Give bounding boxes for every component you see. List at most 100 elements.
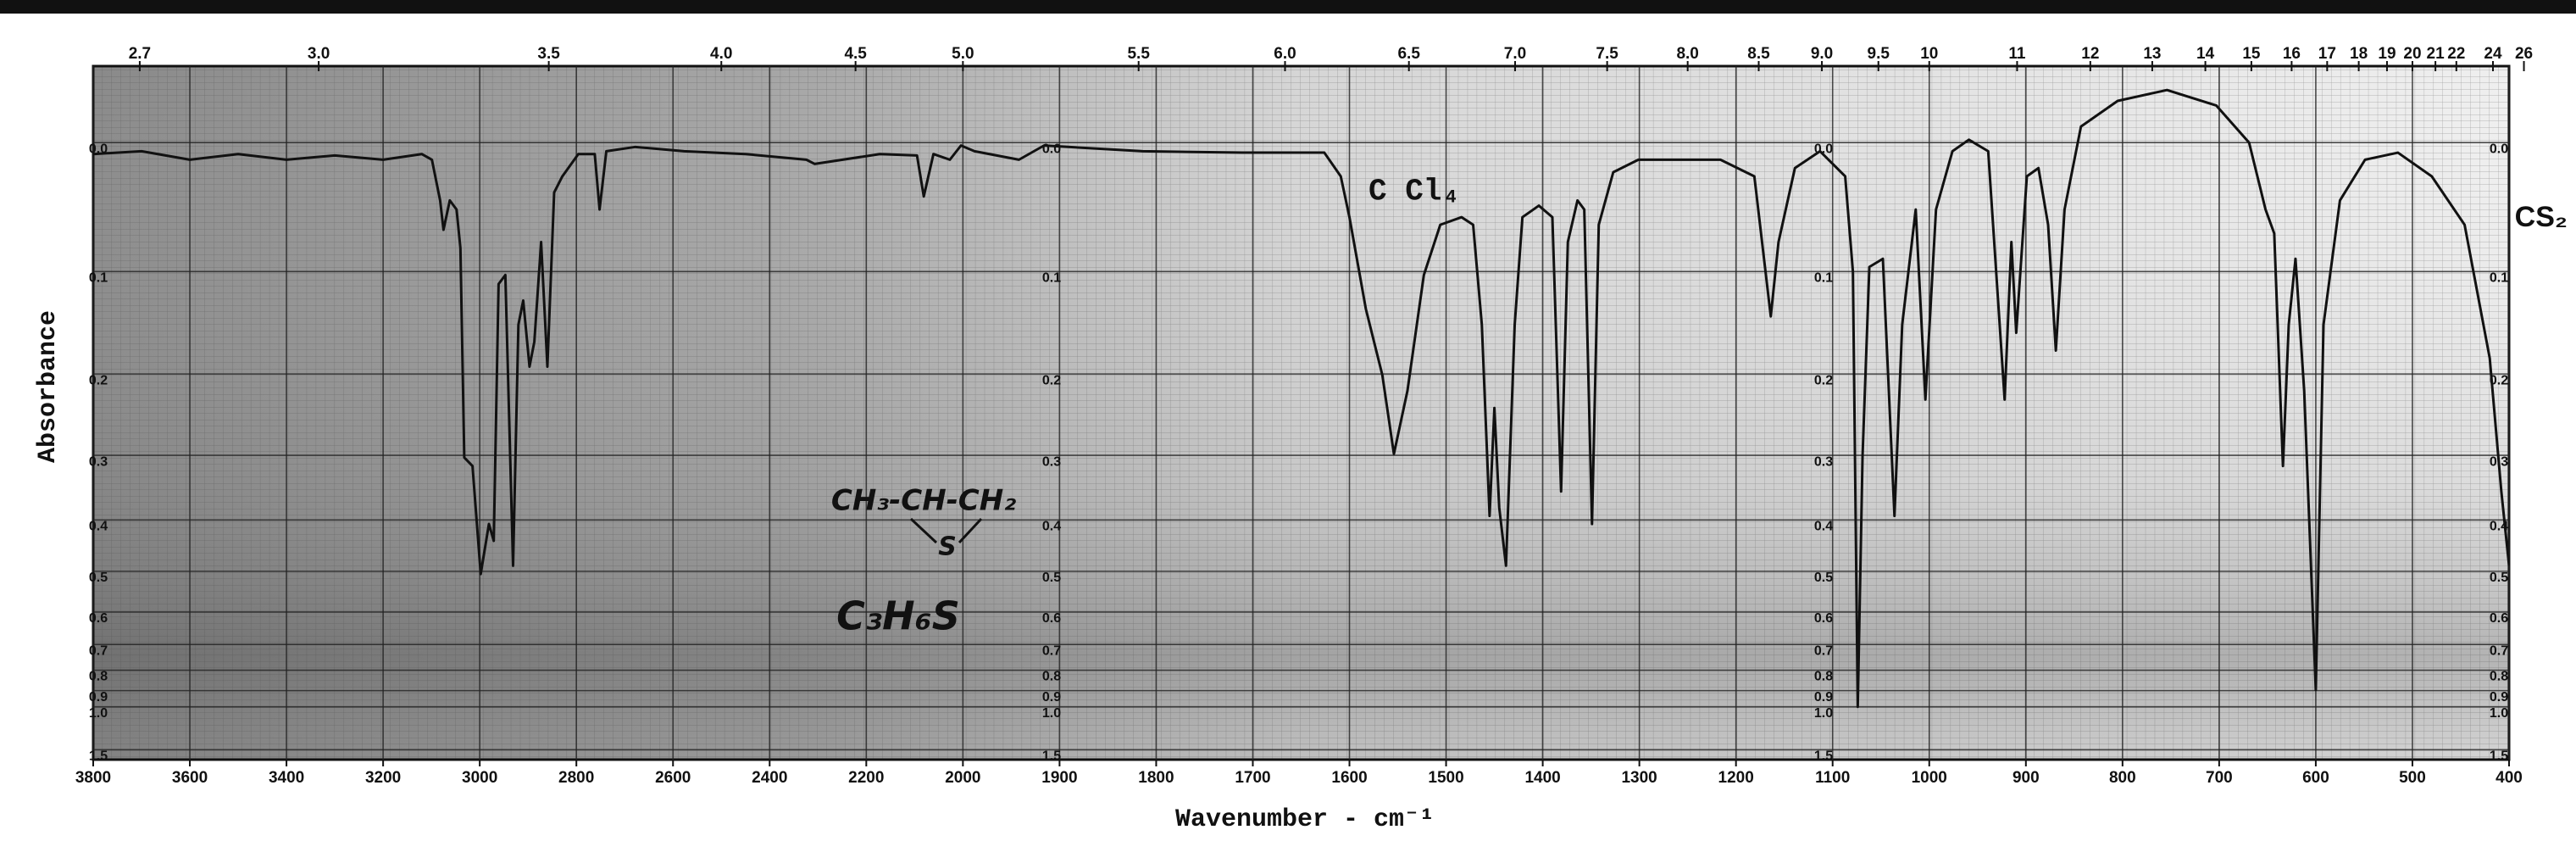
y-tick-label: 0.2 (1814, 373, 1833, 387)
y-tick-label: 0.5 (1814, 571, 1833, 585)
y-tick-label: 0.6 (89, 611, 108, 626)
x2-tick-label: 2.7 (129, 45, 151, 63)
annotation: CH₃-CH-CH₂ (831, 484, 1016, 518)
annotation: C Cl₄ (1368, 175, 1460, 209)
x-tick-label: 400 (2496, 769, 2523, 787)
x2-tick-label: 22 (2447, 45, 2465, 63)
y-tick-label: 0.1 (2490, 271, 2508, 286)
annotation: CS₂ (2515, 201, 2568, 233)
x-tick-label: 1900 (1041, 769, 1077, 787)
y-tick-label: 0.9 (1814, 690, 1833, 705)
x-tick-label: 1800 (1138, 769, 1174, 787)
y-tick-label: 0.9 (1042, 690, 1061, 705)
y-tick-label: 1.5 (89, 749, 108, 764)
y-tick-label: 1.5 (1042, 749, 1061, 764)
y-tick-label: 0.7 (89, 643, 108, 658)
x-tick-label: 1100 (1815, 769, 1850, 787)
y-tick-label: 0.9 (89, 690, 108, 705)
x-tick-label: 2400 (752, 769, 787, 787)
y-tick-label: 0.8 (89, 670, 108, 684)
y-tick-label: 1.5 (2490, 749, 2508, 764)
y-tick-label: 1.0 (1042, 706, 1061, 721)
x2-tick-label: 10 (1920, 45, 1938, 63)
paper-minor-grid (93, 66, 2509, 760)
y-tick-label: 0.1 (1814, 271, 1833, 286)
x2-tick-label: 18 (2350, 45, 2368, 63)
y-tick-label: 0.4 (89, 520, 108, 534)
y-tick-label: 0.3 (89, 454, 108, 469)
y-tick-label: 0.0 (1042, 142, 1061, 156)
x-tick-label: 3600 (172, 769, 208, 787)
x2-tick-label: 21 (2427, 45, 2446, 63)
y-tick-label: 1.0 (2490, 706, 2508, 721)
x2-tick-label: 19 (2378, 45, 2396, 63)
x-tick-label: 600 (2302, 769, 2329, 787)
y-tick-label: 0.5 (1042, 571, 1061, 585)
x-tick-label: 1600 (1331, 769, 1367, 787)
x2-tick-label: 9.5 (1868, 45, 1890, 63)
x-tick-label: 700 (2206, 769, 2233, 787)
y-tick-label: 1.0 (1814, 706, 1833, 721)
y-tick-label: 1.5 (1814, 749, 1833, 764)
graph-paper (92, 64, 2511, 761)
x-tick-label: 3400 (269, 769, 304, 787)
x2-tick-label: 4.5 (844, 45, 867, 63)
x-tick-label: 900 (2012, 769, 2040, 787)
x-tick-label: 2000 (945, 769, 980, 787)
x-axis-label: Wavenumber - cm⁻¹ (1175, 805, 1435, 834)
y-tick-label: 0.6 (1042, 611, 1061, 626)
spectrum-line (92, 88, 2511, 709)
x2-tick-label: 20 (2403, 45, 2421, 63)
x2-tick-label: 9.0 (1811, 45, 1833, 63)
x2-tick-label: 13 (2143, 45, 2161, 63)
y-tick-label: 0.2 (1042, 373, 1061, 387)
x-tick-label: 2800 (558, 769, 594, 787)
x2-tick-label: 14 (2196, 45, 2215, 63)
scan-border (0, 0, 2576, 14)
y-tick-label: 0.3 (1042, 454, 1061, 469)
x2-tick-label: 7.0 (1504, 45, 1526, 63)
y-tick-label: 0.8 (1042, 670, 1061, 684)
y-tick-label: 0.7 (1042, 643, 1061, 658)
y-tick-label: 0.5 (89, 571, 108, 585)
x-tick-label: 1500 (1428, 769, 1463, 787)
x2-tick-label: 8.5 (1747, 45, 1770, 63)
x2-tick-label: 6.5 (1397, 45, 1420, 63)
y-tick-label: 0.7 (1814, 643, 1833, 658)
y-tick-label: 0.1 (89, 271, 108, 286)
x2-tick-label: 11 (2008, 45, 2026, 63)
y-tick-label: 0.0 (2490, 142, 2508, 156)
x2-tick-label: 5.5 (1127, 45, 1150, 63)
y-tick-label: 0.8 (1814, 670, 1833, 684)
y-tick-label: 0.4 (1814, 520, 1833, 534)
y-tick-label: 0.7 (2490, 643, 2508, 658)
y-tick-label: 0.9 (2490, 690, 2508, 705)
x2-tick-label: 15 (2242, 45, 2261, 63)
x-tick-label: 1700 (1235, 769, 1270, 787)
x2-tick-label: 7.5 (1596, 45, 1618, 63)
x-tick-label: 800 (2109, 769, 2136, 787)
x-tick-label: 1000 (1912, 769, 1947, 787)
x2-tick-label: 3.0 (308, 45, 330, 63)
annotation: C₃H₆S (836, 593, 960, 639)
x2-tick-label: 16 (2283, 45, 2301, 63)
x-tick-label: 1200 (1718, 769, 1754, 787)
x2-tick-label: 17 (2318, 45, 2336, 63)
y-tick-label: 0.5 (2490, 571, 2508, 585)
y-tick-label: 0.2 (89, 373, 108, 387)
x2-tick-label: 4.0 (710, 45, 732, 63)
x-tick-label: 3200 (365, 769, 401, 787)
x-tick-label: 3000 (462, 769, 497, 787)
y-tick-label: 0.2 (2490, 373, 2508, 387)
x-tick-label: 1400 (1524, 769, 1560, 787)
x2-tick-label: 5.0 (952, 45, 974, 63)
y-tick-label: 0.1 (1042, 271, 1061, 286)
x-tick-label: 3800 (75, 769, 111, 787)
y-tick-label: 1.0 (89, 706, 108, 721)
y-tick-label: 0.8 (2490, 670, 2508, 684)
y-tick-label: 0.6 (2490, 611, 2508, 626)
y-tick-label: 0.6 (1814, 611, 1833, 626)
y-axis-label: Absorbance (34, 310, 63, 463)
